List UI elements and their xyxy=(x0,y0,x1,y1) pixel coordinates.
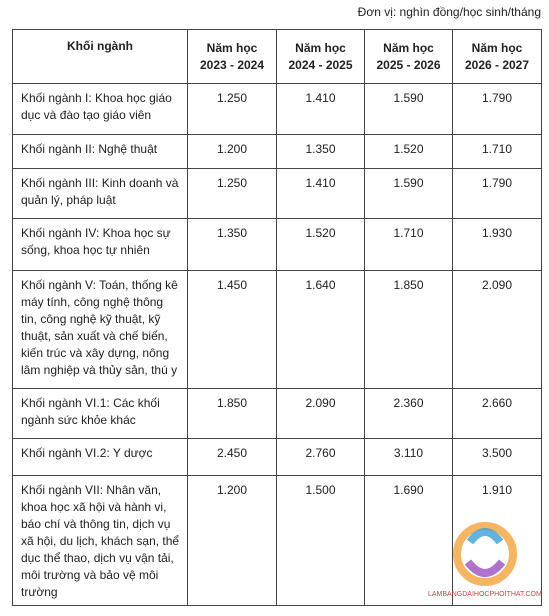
fee-cell: 2.660 xyxy=(452,388,542,439)
category-cell: Khối ngành IV: Khoa học sự sống, khoa họ… xyxy=(12,218,188,271)
header-line: Năm học xyxy=(206,40,258,55)
table-row: Khối ngành VII: Nhân văn, khoa học xã hộ… xyxy=(12,475,542,606)
header-cell: Năm học 2024 - 2025 xyxy=(276,29,365,84)
header-cell: Khối ngành xyxy=(12,29,188,84)
fee-cell: 1.850 xyxy=(187,388,277,439)
fee-cell: 1.500 xyxy=(276,475,365,606)
fee-cell: 2.090 xyxy=(452,270,542,389)
header-line: Năm học xyxy=(383,40,434,55)
table-row: Khối ngành I: Khoa học giáo dục và đào t… xyxy=(12,83,542,135)
header-line: 2025 - 2026 xyxy=(376,57,441,72)
fee-cell: 2.450 xyxy=(187,438,277,476)
watermark-text: LAMBANGDAIHOCPHOITHAT.COM xyxy=(428,591,542,598)
header-line: Năm học xyxy=(471,40,523,55)
unit-note: Đơn vị: nghìn đồng/học sinh/tháng xyxy=(357,5,541,19)
fee-cell: 1.710 xyxy=(364,218,453,271)
header-cell: Năm học 2026 - 2027 xyxy=(452,29,542,84)
category-cell: Khối ngành III: Kinh doanh và quản lý, p… xyxy=(12,168,188,219)
table-row: Khối ngành II: Nghệ thuật 1.200 1.350 1.520… xyxy=(12,134,542,169)
category-cell: Khối ngành VI.1: Các khối ngành sức khỏe… xyxy=(12,388,188,439)
table-row: Khối ngành IV: Khoa học sự sống, khoa họ… xyxy=(12,218,542,271)
fee-cell: 1.790 xyxy=(452,83,542,135)
header-cell: Năm học 2023 - 2024 xyxy=(187,29,277,84)
fee-cell: 1.710 xyxy=(452,134,542,169)
fee-cell: 1.640 xyxy=(276,270,365,389)
fee-cell: 1.520 xyxy=(364,134,453,169)
fee-cell: 1.250 xyxy=(187,83,277,135)
fee-cell: 1.350 xyxy=(187,218,277,271)
fee-cell: 1.590 xyxy=(364,168,453,219)
fee-cell: 3.500 xyxy=(452,438,542,476)
fee-cell: 2.760 xyxy=(276,438,365,476)
header-line: 2026 - 2027 xyxy=(464,57,530,72)
fee-cell: 1.200 xyxy=(187,134,277,169)
category-cell: Khối ngành V: Toán, thống kê máy tính, c… xyxy=(12,270,188,389)
header-row: Khối ngành Năm học 2023 - 2024 Năm học 2024 … xyxy=(12,29,542,84)
tuition-table: Khối ngành Năm học 2023 - 2024 Năm học 2024 … xyxy=(12,29,542,606)
fee-cell: 2.090 xyxy=(276,388,365,439)
fee-cell: 1.200 xyxy=(187,475,277,606)
fee-cell: 1.850 xyxy=(364,270,453,389)
watermark-logo xyxy=(453,522,517,586)
fee-cell: 2.360 xyxy=(364,388,453,439)
watermark: LAMBANGDAIHOCPHOITHAT.COM xyxy=(428,512,542,608)
table-row: Khối ngành III: Kinh doanh và quản lý, p… xyxy=(12,168,542,219)
table-row: Khối ngành VI.2: Y dược 2.450 2.760 3.110 3.… xyxy=(12,438,542,476)
table-row: Khối ngành V: Toán, thống kê máy tính, c… xyxy=(12,270,542,389)
header-line: 2024 - 2025 xyxy=(288,57,353,72)
header-cell: Năm học 2025 - 2026 xyxy=(364,29,453,84)
category-cell: Khối ngành II: Nghệ thuật xyxy=(12,134,188,169)
category-cell: Khối ngành VI.2: Y dược xyxy=(12,438,188,476)
fee-cell: 1.930 xyxy=(452,218,542,271)
fee-cell: 1.450 xyxy=(187,270,277,389)
fee-cell: 1.520 xyxy=(276,218,365,271)
fee-cell: 1.690 xyxy=(364,475,453,606)
fee-cell: 1.350 xyxy=(276,134,365,169)
fee-cell: 1.590 xyxy=(364,83,453,135)
fee-cell: 3.110 xyxy=(364,438,453,476)
table-row: Khối ngành VI.1: Các khối ngành sức khỏe… xyxy=(12,388,542,439)
fee-cell: 1.250 xyxy=(187,168,277,219)
category-cell: Khối ngành VII: Nhân văn, khoa học xã hộ… xyxy=(12,475,188,606)
header-line: Năm học xyxy=(295,40,346,55)
category-cell: Khối ngành I: Khoa học giáo dục và đào t… xyxy=(12,83,188,135)
fee-cell: 1.410 xyxy=(276,83,365,135)
fee-cell: 1.790 xyxy=(452,168,542,219)
fee-cell: 1.410 xyxy=(276,168,365,219)
header-line: 2023 - 2024 xyxy=(199,57,265,72)
